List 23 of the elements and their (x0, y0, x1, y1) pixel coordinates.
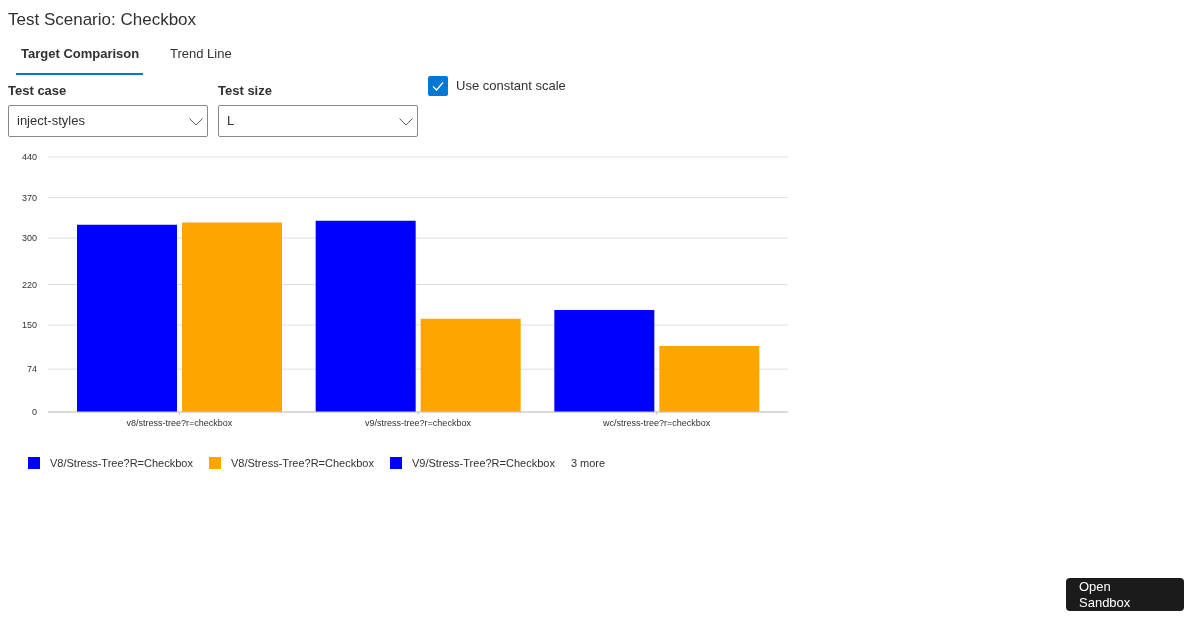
x-tick-label: v9/stress-tree?r=checkbox (365, 418, 472, 429)
text: Test case (8, 83, 67, 98)
x-tick-label: wc/stress-tree?r=checkbox (602, 418, 711, 429)
text: Test size (218, 83, 272, 98)
text: 3 more (570, 457, 606, 469)
y-tick-label: 0 (31, 407, 37, 418)
x-tick-label: v8/stress-tree?r=checkbox (126, 418, 233, 429)
y-tick-label: 440 (21, 152, 37, 163)
y-tick-label: 74 (26, 364, 37, 375)
legend-label: V9/Stress-Tree?R=Checkbox (411, 457, 555, 469)
legend-label: V8/Stress-Tree?R=Checkbox (230, 457, 374, 469)
legend-label: V8/Stress-Tree?R=Checkbox (50, 457, 193, 469)
text: Target Comparison (21, 46, 140, 61)
y-tick-label: 150 (21, 320, 37, 331)
button: Open Sandbox (1066, 578, 1184, 611)
dropdown: L (218, 105, 418, 137)
dropdown: inject-styles (8, 105, 208, 137)
y-tick-label: 220 (21, 279, 37, 290)
y-tick-label: 300 (21, 233, 37, 244)
text: Trend Line (170, 46, 232, 61)
y-tick-label: 370 (21, 192, 37, 203)
text: Use constant scale (456, 78, 566, 93)
chart-title: Test Scenario: Checkbox (8, 10, 197, 29)
